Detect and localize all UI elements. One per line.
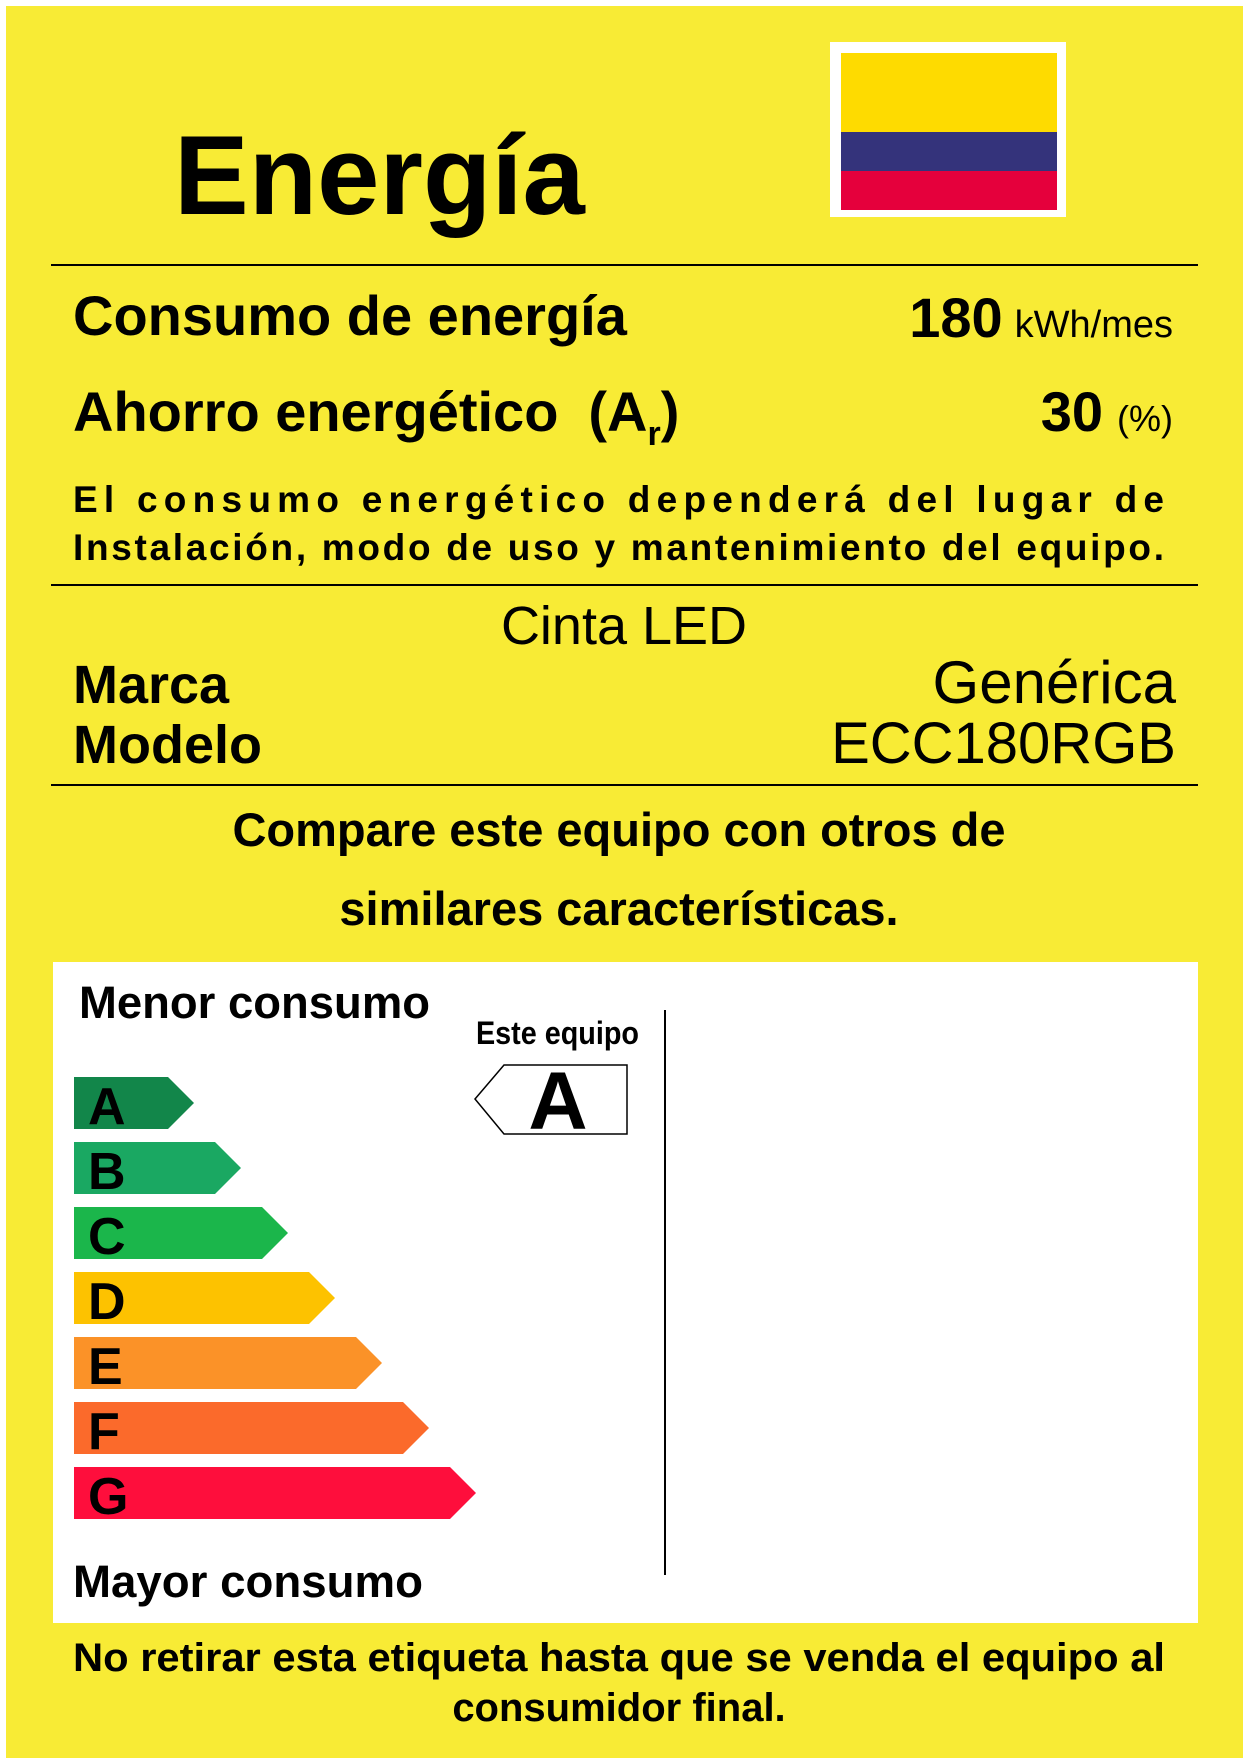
class-bar	[74, 1142, 241, 1194]
class-letter: A	[88, 1078, 126, 1136]
flag	[830, 42, 1066, 217]
savings-value: 30 (%)	[1041, 380, 1173, 443]
symbol-close: )	[661, 380, 680, 443]
value: 30	[1041, 380, 1103, 443]
product-name: Cinta LED	[501, 596, 747, 656]
class-letter: E	[88, 1338, 123, 1396]
class-bar	[74, 1467, 476, 1519]
consumption-value: 180 kWh/mes	[909, 286, 1173, 349]
class-bar	[74, 1207, 288, 1259]
note-line: El consumo energético dependerá del luga…	[73, 479, 1164, 520]
class-letter: C	[88, 1208, 126, 1266]
this-label: Este equipo	[476, 1015, 639, 1051]
class-bar	[74, 1337, 382, 1389]
symbol: (A	[588, 380, 647, 443]
unit: (%)	[1117, 398, 1173, 439]
class-bar	[74, 1272, 335, 1324]
brand-label: Marca	[73, 655, 230, 715]
consumption-label: Consumo de energía	[73, 284, 628, 347]
footer-line: No retirar esta etiqueta hasta que se ve…	[73, 1636, 1165, 1680]
note-line: Instalación, modo de uso y mantenimiento…	[73, 527, 1164, 568]
footer-line: consumidor final.	[452, 1686, 785, 1730]
rating: A	[528, 1056, 587, 1147]
class-letter: F	[88, 1403, 120, 1461]
compare-line: similares características.	[339, 882, 898, 935]
class-letter: B	[88, 1143, 126, 1201]
savings-label: Ahorro energético (Ar)	[73, 380, 679, 453]
brand: Genérica	[933, 649, 1177, 716]
bottom-label: Mayor consumo	[73, 1556, 423, 1607]
unit: kWh/mes	[1015, 304, 1173, 346]
symbol-sub: r	[648, 415, 661, 453]
model-label: Modelo	[73, 715, 262, 775]
label: Ahorro energético	[73, 380, 558, 443]
class-letter: G	[88, 1468, 128, 1526]
top-label: Menor consumo	[79, 977, 430, 1028]
class-letter: D	[88, 1273, 126, 1331]
class-bar	[74, 1402, 429, 1454]
rating-arrow	[474, 1064, 628, 1135]
model: ECC180RGB	[831, 711, 1176, 776]
compare-line: Compare este equipo con otros de	[232, 803, 1005, 856]
value: 180	[909, 286, 1002, 349]
title: Energía	[174, 113, 586, 238]
class-bar	[74, 1077, 194, 1129]
